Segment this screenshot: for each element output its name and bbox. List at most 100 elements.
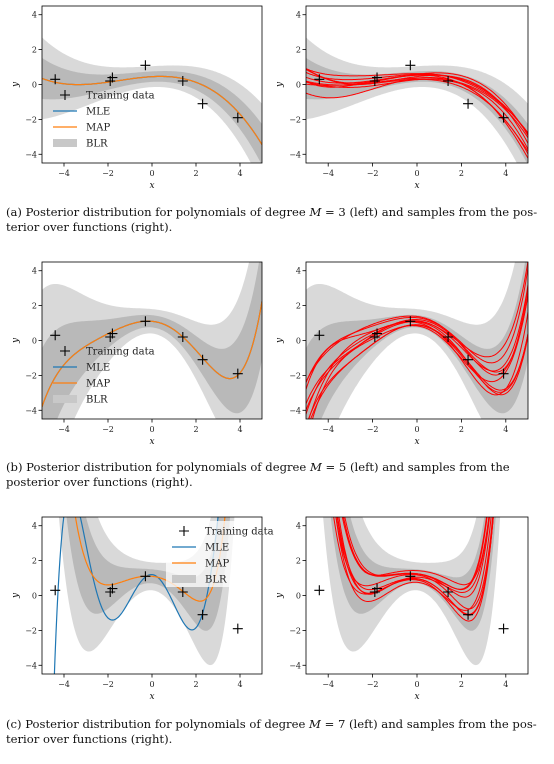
plot-area [306,262,528,419]
panel-b-right: −4 −4 −2 −2 0 0 2 2 4 4 x y [275,261,529,447]
y-tick-label: −4 [25,661,37,670]
legend-label: MLE [86,363,110,374]
posterior-sample-line [306,293,528,411]
training-point [232,623,243,634]
y-tick-label: 0 [296,81,301,90]
caption-c-prefix: (c) Posterior distribution for polynomia… [6,717,310,731]
x-axis-label: x [149,181,154,191]
y-tick-label: 4 [32,11,37,20]
training-point [405,316,416,327]
training-point [498,623,509,634]
training-point [107,328,118,339]
y-tick-label: 2 [296,46,301,55]
training-point [140,60,151,71]
caption-b-line2: posterior over functions (right). [6,475,193,489]
posterior-sample-line [336,517,494,615]
training-point [50,330,61,341]
y-tick-label: −4 [289,150,301,159]
legend: Training data MLE MAP BLR [53,346,155,406]
caption-b-prefix: (b) Posterior distribution for polynomia… [6,460,310,474]
x-tick-label: −2 [102,169,114,178]
x-tick-label: 0 [149,680,154,689]
caption-b: (b) Posterior distribution for polynomia… [6,460,546,490]
legend-label: Training data [86,347,155,358]
posterior-sample-line [338,517,490,595]
legend: Training data MLE MAP BLR [53,90,155,150]
y-tick-label: 4 [296,11,301,20]
plot-area [53,517,235,674]
y-tick-label: 0 [296,592,301,601]
x-tick-label: −4 [58,169,70,178]
map-line [42,301,262,407]
legend-label: BLR [86,139,108,150]
caption-a-eq: = 3 (left) and samples from the pos- [321,205,538,219]
blr-band-inner [42,57,262,163]
training-point [463,354,474,365]
posterior-sample-line [306,68,528,134]
y-axis-label: y [11,81,21,88]
y-tick-label: 0 [296,337,301,346]
x-tick-label: 4 [237,425,242,434]
posterior-sample-line [306,321,528,404]
posterior-sample-line [335,517,494,610]
y-tick-label: 0 [32,337,37,346]
blr-band-outer [306,37,528,163]
legend-label: MAP [205,559,229,570]
y-tick-label: 2 [32,302,37,311]
caption-a-prefix: (a) Posterior distribution for polynomia… [6,205,310,219]
x-tick-label: −4 [322,169,334,178]
training-point [372,72,383,83]
training-point [177,332,188,343]
posterior-sample-line [306,267,528,383]
caption-b-var: M [309,460,322,474]
training-point [405,60,416,71]
training-point [314,74,325,85]
x-tick-label: −4 [58,680,70,689]
x-tick-label: −4 [58,425,70,434]
y-axis-label: y [275,337,285,344]
panel-c-left: −4 −4 −2 −2 0 0 2 2 4 4 x y Training data MLE MAP BLR [11,516,274,702]
training-point [197,609,208,620]
x-tick-label: −4 [322,680,334,689]
legend-label: MLE [205,543,229,554]
y-tick-label: −2 [25,371,37,380]
x-tick-label: −2 [102,425,114,434]
panel-a-left: −4 −4 −2 −2 0 0 2 2 4 4 x y Training data MLE MAP BLR [11,5,263,191]
blr-band-outer [323,517,501,666]
panel-c-right: −4 −4 −2 −2 0 0 2 2 4 4 x y [275,516,529,702]
posterior-sample-line [343,517,490,586]
training-point [372,328,383,339]
legend-label: Training data [205,527,274,538]
x-tick-label: 4 [237,680,242,689]
posterior-sample-line [308,312,528,419]
y-tick-label: 2 [296,302,301,311]
legend-label: MAP [86,123,110,134]
x-tick-label: 0 [149,425,154,434]
y-tick-label: −4 [25,150,37,159]
posterior-sample-line [306,77,528,159]
training-point [314,330,325,341]
x-tick-label: −4 [322,425,334,434]
x-tick-label: −2 [102,680,114,689]
training-point [177,76,188,87]
y-tick-label: 2 [32,557,37,566]
mle-line [53,517,219,674]
x-tick-label: 2 [459,680,464,689]
training-point [463,98,474,109]
training-point [443,76,454,87]
training-point [197,354,208,365]
x-tick-label: 2 [193,680,198,689]
x-tick-label: 2 [459,425,464,434]
y-axis-label: y [275,592,285,599]
y-axis-label: y [11,337,21,344]
x-axis-label: x [149,692,154,702]
y-tick-label: −2 [25,115,37,124]
posterior-sample-line [306,262,528,390]
x-tick-label: −2 [367,425,379,434]
x-tick-label: −2 [367,680,379,689]
training-point [443,587,454,598]
legend-label: MAP [86,379,110,390]
training-point [463,609,474,620]
x-tick-label: 2 [193,169,198,178]
